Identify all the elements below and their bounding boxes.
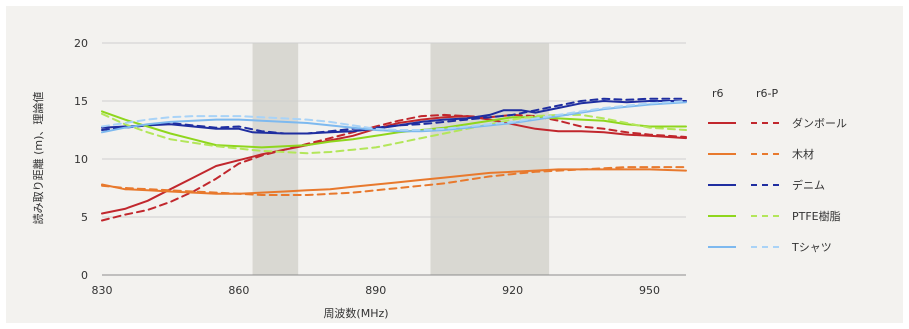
- legend-header-dashed: r6-P: [756, 87, 778, 100]
- legend-label-5: Tシャツ: [791, 241, 832, 254]
- series-line-4-r6-P: [101, 166, 687, 196]
- x-axis-title: 周波数(MHz): [323, 307, 388, 320]
- legend-label-1: ダンボール: [792, 116, 847, 130]
- series-line-9-r6: [101, 101, 687, 134]
- legend-label-4: PTFE樹脂: [792, 209, 841, 223]
- series-line-8-r6-P: [101, 112, 687, 155]
- line-chart: 0 5 10 15 20 830 860 890 920 950 周波数(MHz) 読み取り距離 …: [31, 37, 847, 320]
- series-line-6-r6-P: [101, 97, 687, 135]
- legend-label-3: デニム: [792, 178, 825, 192]
- series-line-7-r6: [101, 110, 687, 149]
- x-tick-920: 920: [502, 284, 523, 297]
- legend-label-2: 木材: [792, 147, 814, 161]
- series-line-10-r6-P: [101, 100, 687, 131]
- x-tick-860: 860: [228, 284, 249, 297]
- x-tick-890: 890: [365, 284, 386, 297]
- series-line-2-r6-P: [101, 113, 687, 222]
- series-line-3-r6: [101, 168, 687, 195]
- y-tick-10: 10: [74, 153, 88, 166]
- chart-panel: 0 5 10 15 20 830 860 890 920 950 周波数(MHz) 読み取り距離 …: [6, 6, 903, 323]
- y-axis-title: 読み取り距離 (m)、理論値: [31, 92, 45, 225]
- y-tick-15: 15: [74, 95, 88, 108]
- y-tick-20: 20: [74, 37, 88, 50]
- x-tick-830: 830: [92, 284, 113, 297]
- y-tick-5: 5: [81, 211, 88, 224]
- series-line-1-r6: [101, 115, 687, 215]
- legend-header-solid: r6: [712, 87, 724, 100]
- x-tick-950: 950: [639, 284, 660, 297]
- y-tick-0: 0: [81, 269, 88, 282]
- series-line-5-r6: [101, 100, 687, 135]
